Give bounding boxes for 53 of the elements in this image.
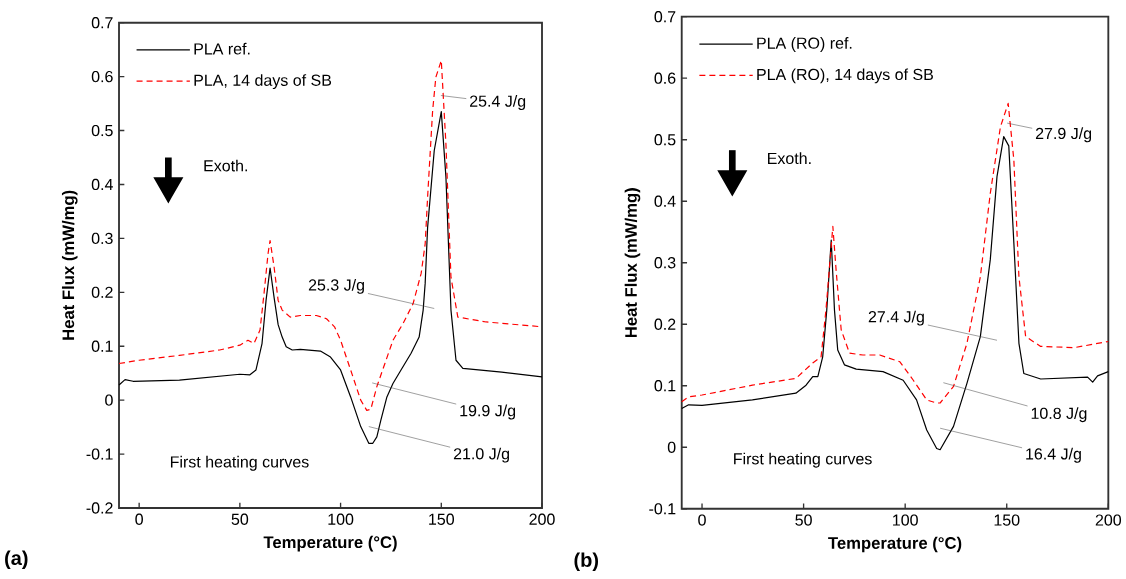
y-tick-label: 0.5 — [91, 124, 113, 137]
annotation: First heating curves — [170, 455, 309, 471]
text: (a) — [5, 550, 28, 570]
x-tick-label: 150 — [429, 513, 455, 525]
y-tick-label: 0.5 — [654, 134, 676, 146]
annotation: 10.8 J/g — [1031, 407, 1087, 423]
x-tick-label: 50 — [795, 514, 812, 526]
annotation: 19.9 J/g — [460, 404, 516, 420]
y-tick-label: 0.3 — [654, 257, 676, 269]
x-tick-label: 150 — [994, 514, 1020, 526]
legend-label: PLA ref. — [194, 42, 250, 55]
x-tick-label: 100 — [328, 513, 354, 525]
y-axis-title: Heat Flux (mW/mg) — [624, 188, 641, 338]
annotation: 27.9 J/g — [1035, 127, 1092, 143]
annotation: 25.3 J/g — [308, 278, 364, 294]
legend-label: PLA (RO) ref. — [757, 37, 852, 52]
x-tick-label: 100 — [893, 514, 918, 526]
annotation: 25.4 J/g — [470, 95, 526, 110]
line-series — [681, 102, 1109, 404]
y-tick-label: -0.1 — [649, 503, 676, 515]
y-tick-label: 0.2 — [654, 318, 676, 330]
y-tick-label: 0 — [105, 394, 113, 406]
annotation: 21.0 J/g — [453, 447, 509, 463]
y-tick-label: -0.2 — [86, 502, 113, 514]
x-axis-title: Temperature (°C) — [828, 536, 962, 553]
x-tick-label: 200 — [1095, 514, 1122, 526]
y-tick-label: 0.2 — [91, 286, 113, 298]
y-tick-label: 0.6 — [654, 72, 676, 84]
x-tick-label: 0 — [135, 513, 143, 525]
y-tick-label: 0 — [667, 441, 676, 453]
y-tick-label: 0.3 — [91, 232, 113, 245]
x-tick-label: 200 — [529, 513, 555, 525]
y-tick-label: 0.4 — [91, 178, 113, 191]
annotation: First heating curves — [734, 452, 872, 468]
y-tick-label: 0.4 — [654, 195, 676, 207]
x-axis-title: Temperature (°C) — [263, 535, 397, 552]
annotation: 16.4 J/g — [1026, 447, 1081, 463]
y-tick-label: 0.1 — [654, 380, 676, 392]
annotation: Exoth. — [204, 159, 247, 172]
y-tick-label: 0.6 — [91, 70, 113, 83]
y-tick-label: 0.1 — [91, 340, 113, 352]
annotation: Exoth. — [768, 152, 811, 165]
y-axis-title: Heat Flux (mW/mg) — [61, 190, 78, 340]
legend-label: PLA, 14 days of SB — [194, 74, 332, 90]
y-tick-label: 0.7 — [654, 11, 676, 23]
annotation: 27.4 J/g — [868, 310, 924, 326]
legend-label: PLA (RO), 14 days of SB — [757, 68, 933, 84]
x-tick-label: 0 — [698, 514, 706, 526]
x-tick-label: 50 — [231, 513, 249, 525]
y-tick-label: -0.1 — [86, 448, 113, 460]
text: (b) — [574, 552, 599, 572]
y-tick-label: 0.7 — [91, 17, 113, 29]
line-series — [118, 111, 543, 444]
